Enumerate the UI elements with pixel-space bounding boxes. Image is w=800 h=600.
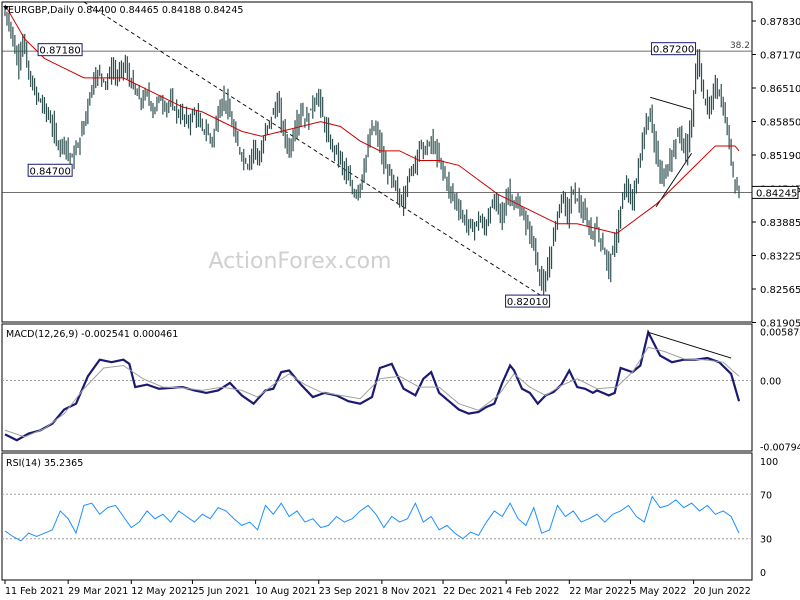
rsi-y-tick-label: 100 <box>760 457 778 468</box>
price-y-tick-label: 0.83225 <box>760 252 800 263</box>
x-axis-label: 8 Nov 2021 <box>382 586 437 597</box>
dropdown-arrow-icon <box>3 6 9 10</box>
x-axis-label: 23 Sep 2021 <box>319 586 379 597</box>
macd-header: MACD(12,26,9) -0.002541 0.000461 <box>6 329 178 340</box>
last-price-label: 0.84245 <box>756 188 797 199</box>
price-y-tick-label: 0.81905 <box>760 319 800 330</box>
rsi-y-tick-label: 0 <box>760 568 766 579</box>
rsi-y-tick-label: 70 <box>760 490 772 501</box>
x-axis-label: 10 Aug 2021 <box>256 586 317 597</box>
pane-frame <box>1 1 753 323</box>
price-annotation-box <box>37 43 83 57</box>
x-axis-label: 11 Feb 2021 <box>5 586 64 597</box>
trendline <box>83 1 550 302</box>
price-annotation-box <box>505 294 551 308</box>
chart-header: EURGBP,Daily 0.84400 0.84465 0.84188 0.8… <box>8 5 243 16</box>
x-axis-label: 5 May 2022 <box>630 586 686 597</box>
price-y-tick-label: 0.86510 <box>760 84 800 95</box>
price-y-tick-label: 0.87830 <box>760 17 800 28</box>
macd-line <box>4 329 741 442</box>
price-y-tick-label: 0.85850 <box>760 118 800 129</box>
price-y-tick-label: 0.85190 <box>760 151 800 162</box>
rsi-line <box>4 495 740 542</box>
rsi-y-tick-label: 30 <box>760 535 772 546</box>
moving-average-line <box>4 4 740 235</box>
last-price-box <box>751 185 799 199</box>
watermark: ActionForex.com <box>209 249 392 274</box>
x-axis-label: 12 May 2021 <box>131 586 193 597</box>
price-y-tick-label: 0.83885 <box>760 218 800 229</box>
price-y-tick-label: 0.87170 <box>760 51 800 62</box>
x-axis-label: 29 Mar 2021 <box>68 586 128 597</box>
macd-y-tick-label: 0.005872 <box>760 328 800 339</box>
pane-frame <box>1 323 753 452</box>
trendline <box>650 96 692 110</box>
price-annotation: 0.82010 <box>507 297 548 308</box>
macd-trendline <box>648 331 732 359</box>
price-annotation: 0.84700 <box>29 166 70 177</box>
price-annotation: 0.87200 <box>653 45 694 56</box>
x-axis-label: 20 Jun 2022 <box>694 586 751 597</box>
price-y-tick-label: 0.82565 <box>760 285 800 296</box>
rsi-header: RSI(14) 35.2365 <box>6 458 83 469</box>
x-axis-label: 25 Jun 2021 <box>192 586 249 597</box>
x-axis-label: 22 Dec 2021 <box>443 586 504 597</box>
level-label: 38.2 <box>730 41 750 51</box>
price-annotation-box <box>651 42 697 56</box>
macd-y-tick-label: -0.007945 <box>760 442 800 453</box>
price-annotation-box <box>27 163 73 177</box>
price-annotation: 0.87180 <box>39 46 80 57</box>
x-axis-label: 4 Feb 2022 <box>506 586 559 597</box>
signal-line <box>4 346 740 438</box>
macd-y-tick-label: 0.00 <box>760 376 781 387</box>
x-axis-label: 22 Mar 2022 <box>569 586 629 597</box>
